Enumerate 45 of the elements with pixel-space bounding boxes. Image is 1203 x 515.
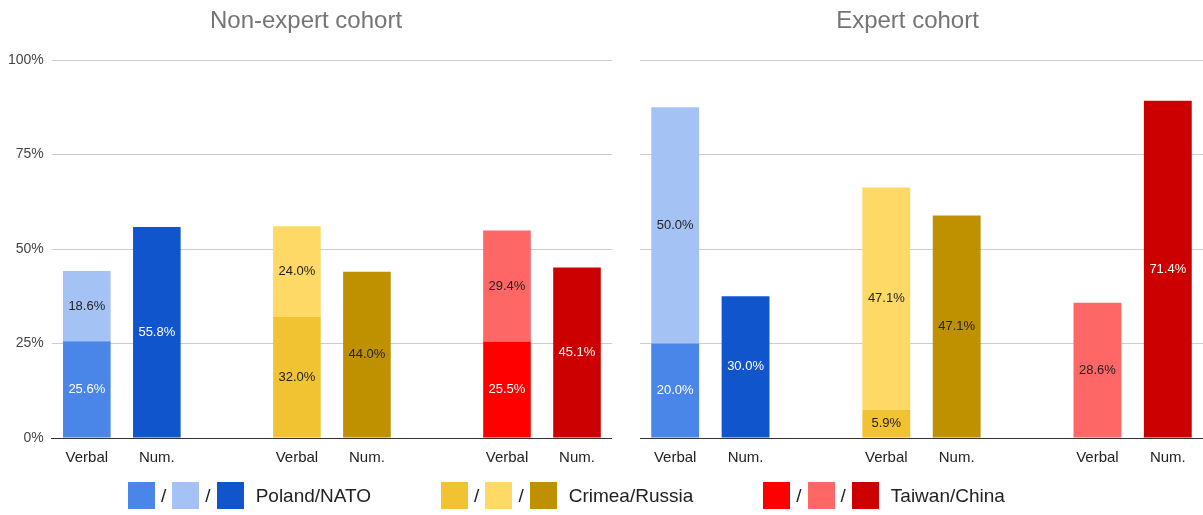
data-label: 18.6%: [68, 297, 106, 313]
x-tick-label: Num.: [138, 448, 175, 466]
data-label: 5.9%: [871, 415, 902, 431]
data-label: 45.1%: [558, 344, 596, 360]
data-label: 32.0%: [278, 368, 316, 384]
y-tick-label: 25%: [15, 334, 44, 351]
legend-label: /: [205, 484, 211, 507]
data-label: 25.5%: [488, 381, 526, 397]
data-label: 25.6%: [68, 380, 106, 396]
chart-title: Expert cohort: [835, 6, 980, 34]
legend-label: /: [840, 484, 846, 507]
data-label: 55.8%: [138, 323, 176, 339]
legend-label: /: [474, 484, 480, 507]
x-tick-label: Verbal: [485, 448, 529, 466]
data-label: 29.4%: [488, 277, 526, 293]
data-label: 50.0%: [656, 216, 695, 232]
x-tick-label: Verbal: [653, 448, 697, 466]
data-label: 47.1%: [938, 318, 976, 334]
data-label: 47.1%: [867, 290, 906, 306]
data-label: 44.0%: [348, 346, 386, 362]
data-label: 24.0%: [278, 263, 316, 279]
legend-label: /: [796, 484, 802, 507]
x-tick-label: Num.: [559, 448, 595, 466]
y-tick-label: 100%: [7, 50, 44, 67]
data-label: 20.0%: [656, 382, 695, 398]
data-label: 28.6%: [1079, 361, 1117, 377]
x-tick-label: Verbal: [865, 448, 908, 466]
y-tick-label: 0%: [23, 428, 44, 445]
y-tick-label: 50%: [15, 239, 44, 256]
x-tick-label: Verbal: [275, 448, 319, 466]
data-label: 30.0%: [727, 358, 765, 374]
legend-label: Taiwan/China: [890, 484, 1005, 507]
x-tick-label: Num.: [938, 448, 975, 466]
x-tick-label: Num.: [348, 448, 385, 466]
x-tick-label: Verbal: [1076, 448, 1119, 466]
data-label: 71.4%: [1149, 260, 1187, 276]
legend-label: /: [161, 484, 167, 507]
y-tick-label: 75%: [15, 145, 44, 162]
x-tick-label: Num.: [1149, 448, 1186, 466]
legend-label: Poland/NATO: [255, 484, 372, 507]
chart-title: Non-expert cohort: [208, 6, 404, 34]
x-tick-label: Num.: [727, 448, 764, 466]
legend-label: /: [518, 484, 524, 507]
legend-label: Crimea/Russia: [568, 484, 694, 507]
x-tick-label: Verbal: [65, 448, 109, 466]
